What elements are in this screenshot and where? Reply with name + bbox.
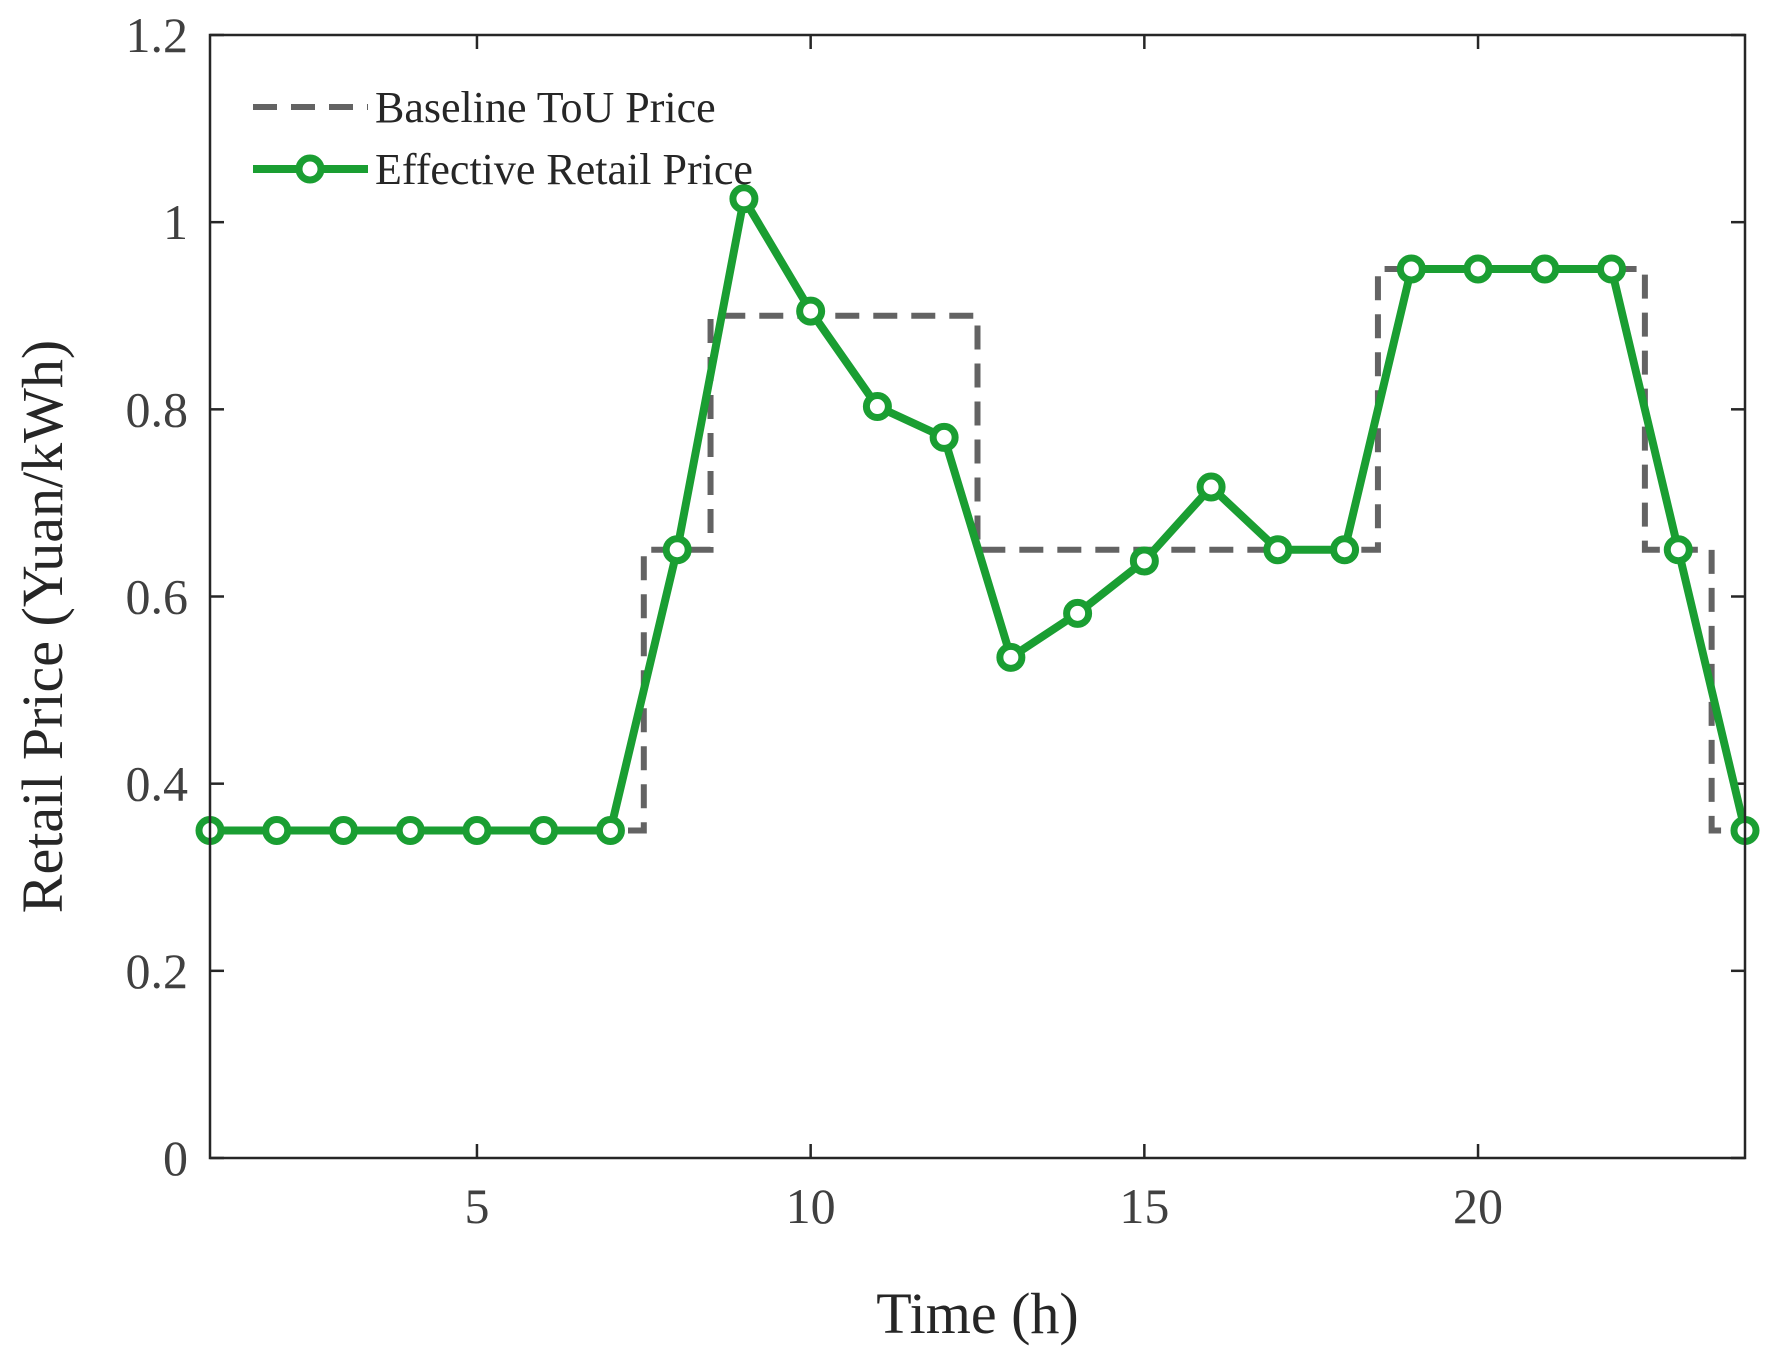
legend-label-effective: Effective Retail Price bbox=[375, 145, 753, 194]
data-point-effective bbox=[462, 815, 492, 845]
x-tick-label: 15 bbox=[1119, 1178, 1169, 1234]
x-tick-label: 5 bbox=[464, 1178, 489, 1234]
data-point-effective bbox=[729, 184, 759, 214]
legend-marker-effective bbox=[295, 154, 325, 184]
y-axis-label: Retail Price (Yuan/kWh) bbox=[10, 340, 75, 913]
data-point-effective bbox=[996, 642, 1026, 672]
data-point-effective bbox=[862, 392, 892, 422]
x-tick-label: 10 bbox=[786, 1178, 836, 1234]
data-point-effective bbox=[328, 815, 358, 845]
y-tick-label: 0.8 bbox=[126, 381, 189, 437]
data-point-effective bbox=[929, 422, 959, 452]
tick-labels: 5 10 15 20 0 0.2 0.4 0.6 0.8 1 1.2 bbox=[126, 7, 1504, 1234]
x-tick-label: 20 bbox=[1453, 1178, 1503, 1234]
legend: Baseline ToU Price Effective Retail Pric… bbox=[253, 83, 753, 194]
legend-label-baseline: Baseline ToU Price bbox=[375, 83, 716, 132]
y-tick-label: 0 bbox=[163, 1130, 188, 1186]
y-tick-label: 1.2 bbox=[126, 7, 189, 63]
y-tick-label: 1 bbox=[163, 194, 188, 250]
data-point-effective bbox=[796, 296, 826, 326]
data-point-effective bbox=[262, 815, 292, 845]
data-point-effective bbox=[395, 815, 425, 845]
plot-frame bbox=[208, 33, 1747, 1160]
data-point-effective bbox=[1663, 535, 1693, 565]
data-point-effective bbox=[1263, 535, 1293, 565]
data-point-effective bbox=[1463, 254, 1493, 284]
data-point-effective bbox=[662, 535, 692, 565]
data-point-effective bbox=[1330, 535, 1360, 565]
x-axis-label: Time (h) bbox=[876, 1281, 1079, 1346]
data-point-effective bbox=[1530, 254, 1560, 284]
data-point-effective bbox=[529, 815, 559, 845]
data-point-effective bbox=[1396, 254, 1426, 284]
data-point-effective bbox=[1063, 598, 1093, 628]
data-point-effective bbox=[595, 815, 625, 845]
y-tick-label: 0.4 bbox=[126, 756, 189, 812]
data-point-effective bbox=[1597, 254, 1627, 284]
data-point-effective bbox=[1129, 546, 1159, 576]
y-tick-label: 0.6 bbox=[126, 569, 189, 625]
data-point-effective bbox=[1196, 472, 1226, 502]
y-tick-label: 0.2 bbox=[126, 943, 189, 999]
